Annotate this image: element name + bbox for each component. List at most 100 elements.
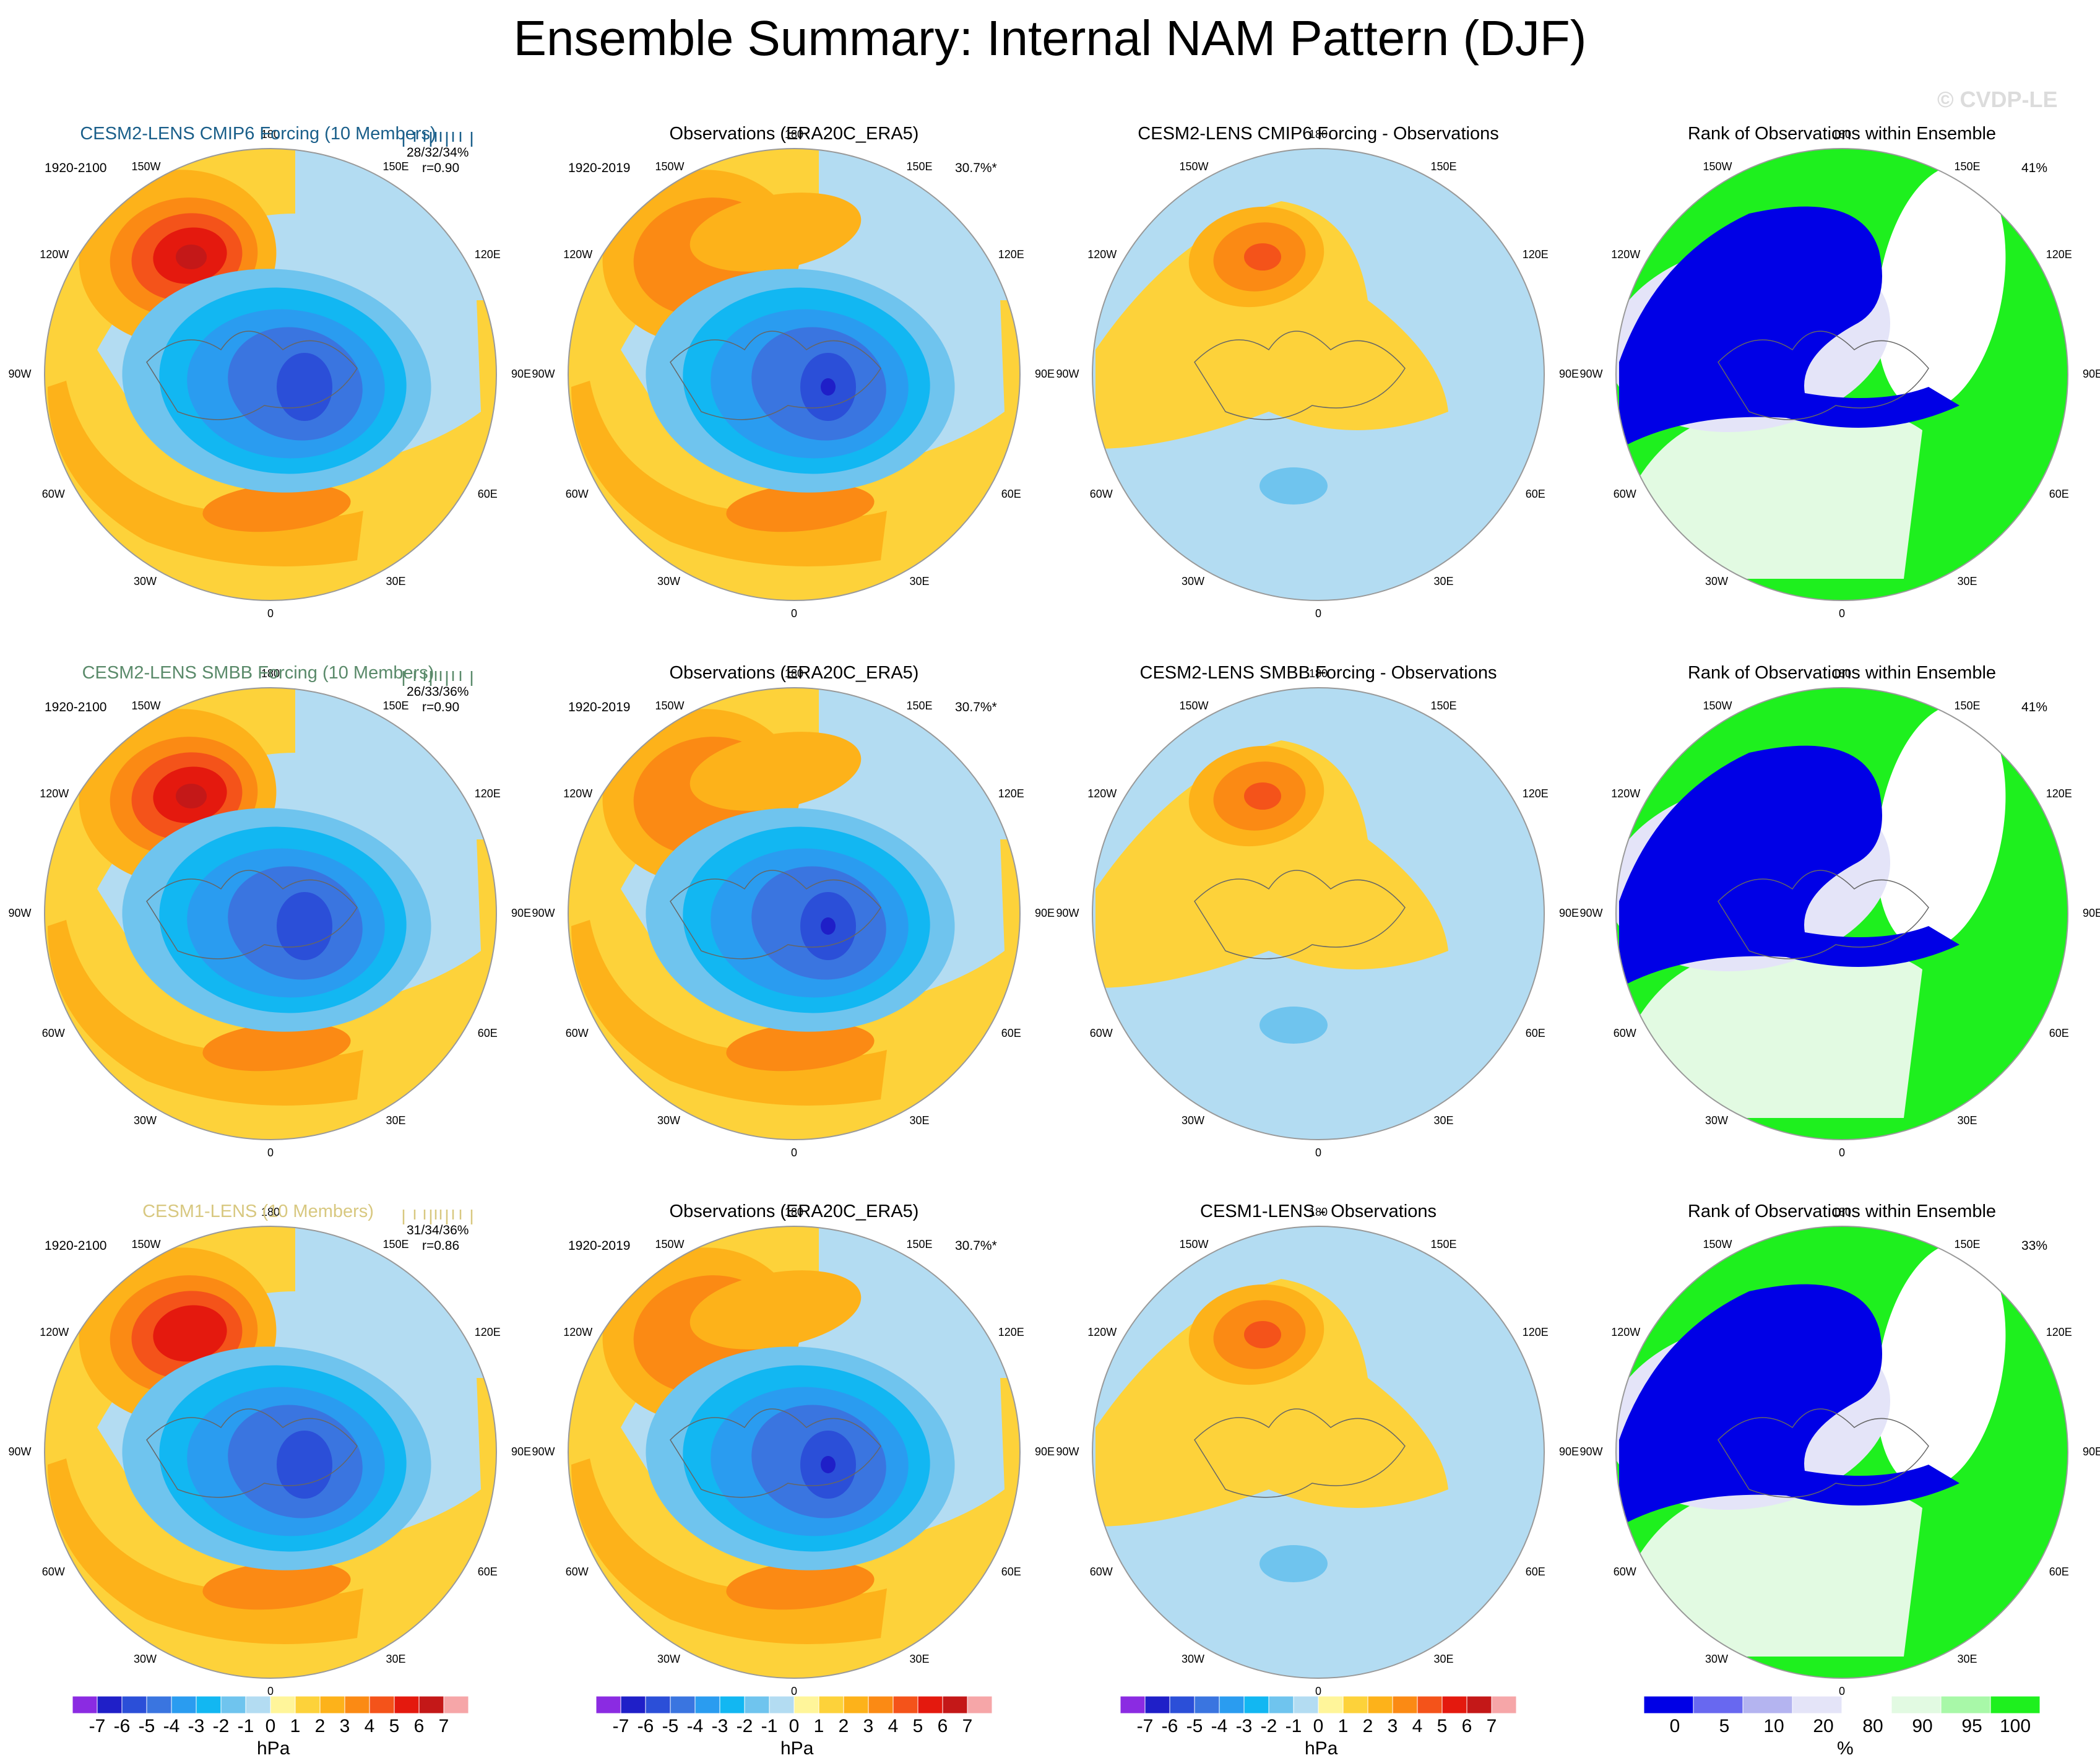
lon-label: 120E: [998, 787, 1024, 800]
colorbar-swatch: [620, 1696, 646, 1714]
lon-label: 0: [1315, 1685, 1321, 1697]
lon-label: 30W: [1181, 1653, 1204, 1666]
lon-label: 90W: [1579, 907, 1603, 919]
pattern-correlation: r=0.86: [422, 1239, 460, 1253]
lon-label: 30E: [386, 1114, 406, 1127]
atlantic-high-3: [726, 483, 875, 532]
colorbar-label: -1: [1285, 1716, 1302, 1736]
lon-label: 90E: [1558, 1445, 1579, 1458]
lon-label: 30E: [909, 575, 930, 588]
rank-title: Rank of Observations within Ensemble: [1687, 124, 1997, 144]
colorbar-swatch: [196, 1696, 222, 1714]
colorbar-label: 5: [389, 1716, 400, 1736]
lon-label: 90W: [8, 907, 32, 919]
lon-label: 150W: [1179, 1237, 1209, 1250]
observations-title: Observations (ERA20C_ERA5): [669, 1202, 919, 1221]
lon-label: 60W: [565, 487, 589, 500]
map-panel-r2-c1: [45, 688, 496, 1140]
lon-label: 0: [1838, 1685, 1845, 1697]
lon-label: 0: [790, 1685, 797, 1697]
colorbar-label: 7: [962, 1716, 973, 1736]
colorbar-label: -2: [736, 1716, 753, 1736]
lon-label: 180: [261, 667, 280, 680]
colorbar-rank: [1643, 1696, 2041, 1714]
colorbar-swatch: [220, 1696, 246, 1714]
lon-label: 30W: [133, 1114, 157, 1127]
colorbar-swatch: [344, 1696, 370, 1714]
colorbar-label: 1: [813, 1716, 824, 1736]
lon-label: 60W: [1089, 1565, 1113, 1578]
map-boundary: [44, 687, 497, 1140]
colorbar-swatch: [818, 1696, 844, 1714]
colorbar-swatch: [295, 1696, 321, 1714]
colorbar-label: 4: [1412, 1716, 1423, 1736]
lon-label: 180: [1832, 667, 1852, 680]
colorbar-swatch: [97, 1696, 123, 1714]
lon-label: 120W: [1087, 787, 1117, 800]
lon-label: 150W: [1179, 160, 1209, 173]
map-panel-r3-c3: [1092, 1226, 1544, 1678]
rank-pct: 41%: [2021, 161, 2048, 175]
coastline: [146, 870, 358, 959]
lon-label: 30W: [1181, 1114, 1204, 1127]
arctic-low-7: [821, 378, 836, 396]
lon-label: 90W: [532, 907, 555, 919]
lon-label: 150E: [906, 1237, 933, 1250]
lon-label: 150E: [1430, 1237, 1457, 1250]
rank-pct: 33%: [2021, 1239, 2048, 1253]
colorbar-swatch: [1318, 1696, 1344, 1714]
lon-label: 150W: [1703, 1237, 1732, 1250]
member-ticks: [402, 671, 473, 686]
lon-label: 120E: [474, 248, 501, 261]
lon-label: 90W: [1056, 907, 1079, 919]
lon-label: 150E: [1954, 1237, 1981, 1250]
lon-label: 120W: [1611, 787, 1641, 800]
colorbar-swatch: [1466, 1696, 1492, 1714]
member-ticks: [402, 1210, 473, 1224]
colorbar-swatch: [744, 1696, 770, 1714]
colorbar-swatch: [868, 1696, 894, 1714]
colorbar-swatch: [917, 1696, 943, 1714]
lon-label: 30E: [1957, 575, 1977, 588]
colorbar-label: -3: [188, 1716, 205, 1736]
lon-label: 180: [784, 1206, 804, 1218]
rank-title: Rank of Observations within Ensemble: [1687, 663, 1997, 683]
colorbar-label: 4: [888, 1716, 899, 1736]
coastline: [146, 331, 358, 420]
coastline: [1194, 1408, 1406, 1498]
lon-label: 120W: [563, 248, 593, 261]
colorbar-swatch: [394, 1696, 420, 1714]
colorbar-swatch: [121, 1696, 147, 1714]
colorbar-swatch: [1940, 1696, 1991, 1714]
lon-label: 30E: [1957, 1114, 1977, 1127]
atlantic-high-3: [726, 1561, 875, 1610]
diff-low-2: [1260, 467, 1328, 505]
lon-label: 150E: [906, 160, 933, 173]
lon-label: 150E: [1954, 699, 1981, 712]
colorbar-swatch: [1792, 1696, 1843, 1714]
colorbar-swatch: [769, 1696, 795, 1714]
map-boundary: [1092, 1226, 1545, 1679]
map-panel-r3-c4: [1616, 1226, 2068, 1678]
lon-label: 60W: [41, 1565, 65, 1578]
lon-label: 60E: [1001, 1565, 1021, 1578]
rank-90-region: [1638, 408, 1922, 579]
lon-label: 90E: [2082, 907, 2100, 919]
lon-label: 90W: [1056, 368, 1079, 380]
lon-label: 90W: [8, 1445, 32, 1458]
lon-label: 120W: [1087, 248, 1117, 261]
colorbar-swatch: [892, 1696, 918, 1714]
rank-pct: 41%: [2021, 700, 2048, 714]
lon-label: 60E: [2049, 1026, 2069, 1039]
coastline: [1718, 1408, 1929, 1498]
member-ticks: [402, 132, 473, 147]
colorbar-label: 1: [1337, 1716, 1349, 1736]
period-label: 1920-2100: [45, 1239, 107, 1253]
lon-label: 150W: [131, 160, 161, 173]
coastline: [670, 331, 881, 420]
arctic-low-6: [277, 353, 332, 421]
lon-label: 150W: [1703, 699, 1732, 712]
lon-label: 90E: [511, 1445, 532, 1458]
lon-label: 60W: [565, 1565, 589, 1578]
colorbar-label: -6: [113, 1716, 131, 1736]
